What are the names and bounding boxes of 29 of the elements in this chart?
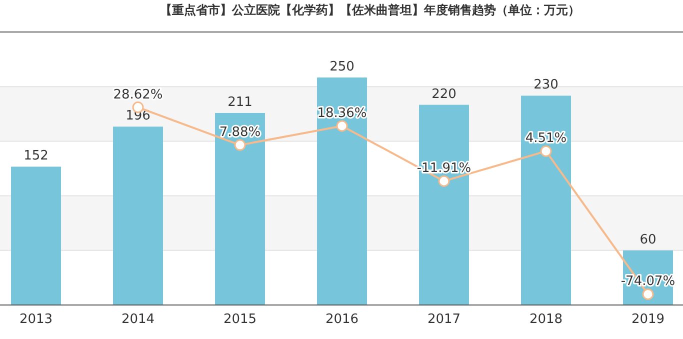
data-label: 220 xyxy=(432,86,456,102)
x-tick-label: 2017 xyxy=(427,312,461,327)
chart-title: 【重点省市】公立医院【化学药】【佐米曲普坦】年度销售趋势（单位：万元） xyxy=(160,3,580,17)
data-label: 7.88% xyxy=(219,125,261,140)
point xyxy=(438,175,450,187)
x-tick-label: 2016 xyxy=(325,312,359,327)
bar xyxy=(11,166,61,305)
data-label: 152 xyxy=(24,148,48,164)
point xyxy=(642,288,654,300)
data-label: 18.36% xyxy=(317,106,367,121)
data-label: 4.51% xyxy=(525,131,567,146)
x-tick-label: 2018 xyxy=(529,312,563,327)
data-label: 230 xyxy=(534,78,558,93)
x-tick-label: 2019 xyxy=(631,312,665,327)
bar xyxy=(419,104,469,305)
point xyxy=(234,139,246,151)
bar xyxy=(521,96,571,305)
data-label: 28.62% xyxy=(113,87,163,102)
data-label: 211 xyxy=(228,94,252,110)
bar xyxy=(215,112,265,305)
bar xyxy=(317,78,367,305)
point xyxy=(540,145,552,157)
x-tick-label: 2015 xyxy=(223,312,257,327)
x-tick-label: 2013 xyxy=(19,312,53,327)
x-tick-label: 2014 xyxy=(121,312,155,327)
point xyxy=(336,120,348,132)
bar xyxy=(113,126,163,305)
data-label: 60 xyxy=(640,232,656,248)
data-label: 250 xyxy=(330,60,354,74)
